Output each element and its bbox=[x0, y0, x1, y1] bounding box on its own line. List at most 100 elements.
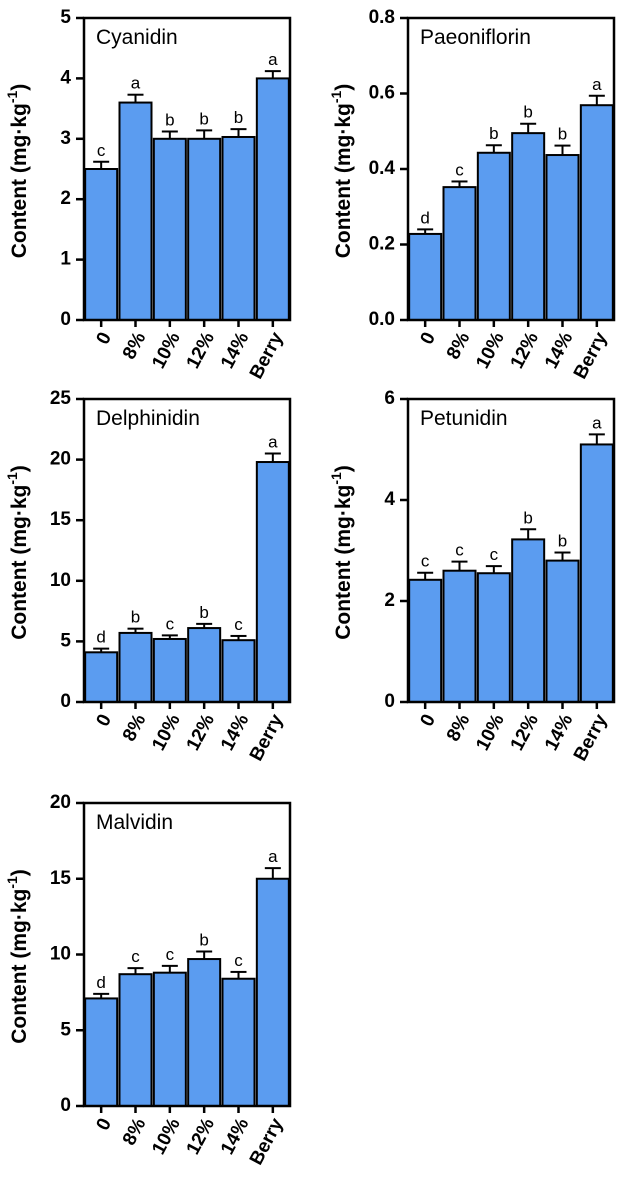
panel-cyanidin: c 0 a 8% b 10% b 12% b 14% a Berry 0 1 2 3 4 5 Cyanidin Con… bbox=[4, 7, 292, 383]
panel-paeoniflorin: d 0 c 8% b 10% b 12% b 14% a Berry 0.0 0.2 0.4 0.6 0.8 Pa… bbox=[328, 7, 616, 383]
y-tick-label: 4 bbox=[60, 67, 71, 88]
panel-petunidin: c 0 c 8% c 10% b 12% b 14% a Berry 0 2 4 6 Petunidin Cont… bbox=[328, 388, 616, 765]
x-tick-label: 10% bbox=[472, 711, 508, 755]
panel-malvidin: d 0 c 8% c 10% b 12% c 14% a Berry 0 5 10 15 20 Malvidin C… bbox=[4, 792, 292, 1169]
plot-frame bbox=[82, 397, 292, 704]
x-tick-label: 0 bbox=[93, 329, 117, 348]
x-tick-label: 8% bbox=[443, 329, 474, 363]
significance-letter: d bbox=[420, 208, 429, 227]
y-tick-label: 0 bbox=[384, 691, 395, 712]
bar-10% bbox=[476, 572, 511, 703]
y-tick-label: 0 bbox=[60, 309, 71, 330]
y-axis-title-close: ) bbox=[332, 465, 355, 472]
y-tick-label: 0.8 bbox=[369, 7, 395, 28]
significance-letter: b bbox=[558, 125, 567, 144]
x-tick-label: 0 bbox=[417, 711, 441, 730]
bar-10% bbox=[152, 637, 187, 704]
y-axis-title-close: ) bbox=[8, 869, 31, 876]
significance-letter: b bbox=[489, 124, 498, 143]
panel-title: Malvidin bbox=[96, 811, 173, 834]
y-tick-label: 0.6 bbox=[369, 83, 395, 104]
y-tick-label: 2 bbox=[60, 188, 71, 209]
significance-letter: b bbox=[523, 508, 532, 527]
y-tick-label: 15 bbox=[50, 509, 72, 530]
y-axis-title-superscript: -1 bbox=[4, 876, 20, 889]
panel-title: Cyanidin bbox=[96, 26, 178, 49]
y-axis-title: Content (mg·kg-1) bbox=[4, 84, 31, 259]
bar-14% bbox=[221, 639, 256, 703]
y-axis-title-main: Content (mg·kg bbox=[8, 889, 31, 1044]
x-tick-label: 10% bbox=[148, 1115, 184, 1159]
y-tick-label: 5 bbox=[60, 7, 71, 28]
y-tick-label: 3 bbox=[60, 128, 71, 149]
y-tick-label: 5 bbox=[60, 1019, 71, 1040]
x-tick-label: 8% bbox=[443, 711, 474, 745]
significance-letter: c bbox=[166, 945, 175, 964]
bar-14% bbox=[545, 559, 580, 703]
y-tick-label: 6 bbox=[384, 388, 395, 409]
x-tick-label: Berry bbox=[570, 328, 612, 382]
significance-letter: d bbox=[96, 628, 105, 647]
significance-letter: a bbox=[268, 847, 278, 866]
y-tick-label: 20 bbox=[50, 792, 71, 813]
panel-title: Paeoniflorin bbox=[420, 26, 531, 49]
significance-letter: b bbox=[199, 109, 208, 128]
significance-letter: c bbox=[490, 545, 499, 564]
x-tick-label: 0 bbox=[417, 329, 441, 348]
x-tick-label: 14% bbox=[541, 329, 577, 373]
significance-letter: c bbox=[131, 947, 140, 966]
x-tick-label: Berry bbox=[246, 1114, 288, 1168]
significance-letter: a bbox=[131, 74, 141, 93]
y-tick-label: 10 bbox=[50, 570, 71, 591]
bar-12% bbox=[187, 627, 222, 703]
significance-letter: b bbox=[523, 103, 532, 122]
bar-14% bbox=[221, 135, 256, 321]
y-tick-label: 0.0 bbox=[369, 309, 395, 330]
y-tick-label: 2 bbox=[384, 590, 395, 611]
x-tick-label: Berry bbox=[246, 328, 288, 382]
y-tick-label: 15 bbox=[50, 868, 72, 889]
bar-8% bbox=[118, 101, 153, 321]
x-tick-label: 8% bbox=[119, 1115, 150, 1149]
significance-letter: c bbox=[234, 615, 243, 634]
y-axis-title-superscript: -1 bbox=[328, 472, 344, 485]
significance-letter: b bbox=[199, 603, 208, 622]
x-tick-label: 10% bbox=[472, 329, 508, 373]
bar-8% bbox=[442, 569, 477, 704]
bar-8% bbox=[118, 631, 153, 704]
y-axis-title-superscript: -1 bbox=[4, 90, 20, 103]
y-tick-label: 10 bbox=[50, 944, 71, 965]
significance-letter: c bbox=[97, 141, 106, 160]
bar-0 bbox=[408, 578, 443, 703]
x-tick-label: 12% bbox=[183, 711, 219, 755]
significance-letter: a bbox=[268, 433, 278, 452]
significance-letter: c bbox=[421, 552, 430, 571]
bar-Berry bbox=[579, 443, 614, 703]
bar-12% bbox=[187, 958, 222, 1107]
plot-frame bbox=[406, 397, 616, 704]
y-axis-title-main: Content (mg·kg bbox=[332, 485, 355, 640]
significance-letter: b bbox=[131, 608, 140, 627]
panel-title: Delphinidin bbox=[96, 407, 200, 430]
y-axis-title-superscript: -1 bbox=[4, 472, 20, 485]
significance-letter: b bbox=[558, 532, 567, 551]
y-tick-label: 5 bbox=[60, 630, 71, 651]
bar-0 bbox=[84, 651, 119, 703]
y-tick-label: 4 bbox=[384, 489, 395, 510]
bar-10% bbox=[152, 971, 187, 1107]
bar-0 bbox=[408, 232, 443, 321]
bar-Berry bbox=[255, 877, 290, 1107]
bar-Berry bbox=[579, 104, 614, 321]
significance-letter: b bbox=[199, 930, 208, 949]
bar-0 bbox=[84, 168, 119, 321]
significance-letter: a bbox=[268, 50, 278, 69]
bar-14% bbox=[221, 977, 256, 1107]
y-axis-title-main: Content (mg·kg bbox=[332, 103, 355, 258]
y-tick-label: 25 bbox=[50, 388, 72, 409]
bar-10% bbox=[476, 151, 511, 321]
significance-letter: c bbox=[166, 614, 175, 633]
y-axis-title-close: ) bbox=[8, 465, 31, 472]
bar-8% bbox=[442, 186, 477, 321]
bar-12% bbox=[511, 132, 546, 321]
significance-letter: a bbox=[592, 75, 602, 94]
